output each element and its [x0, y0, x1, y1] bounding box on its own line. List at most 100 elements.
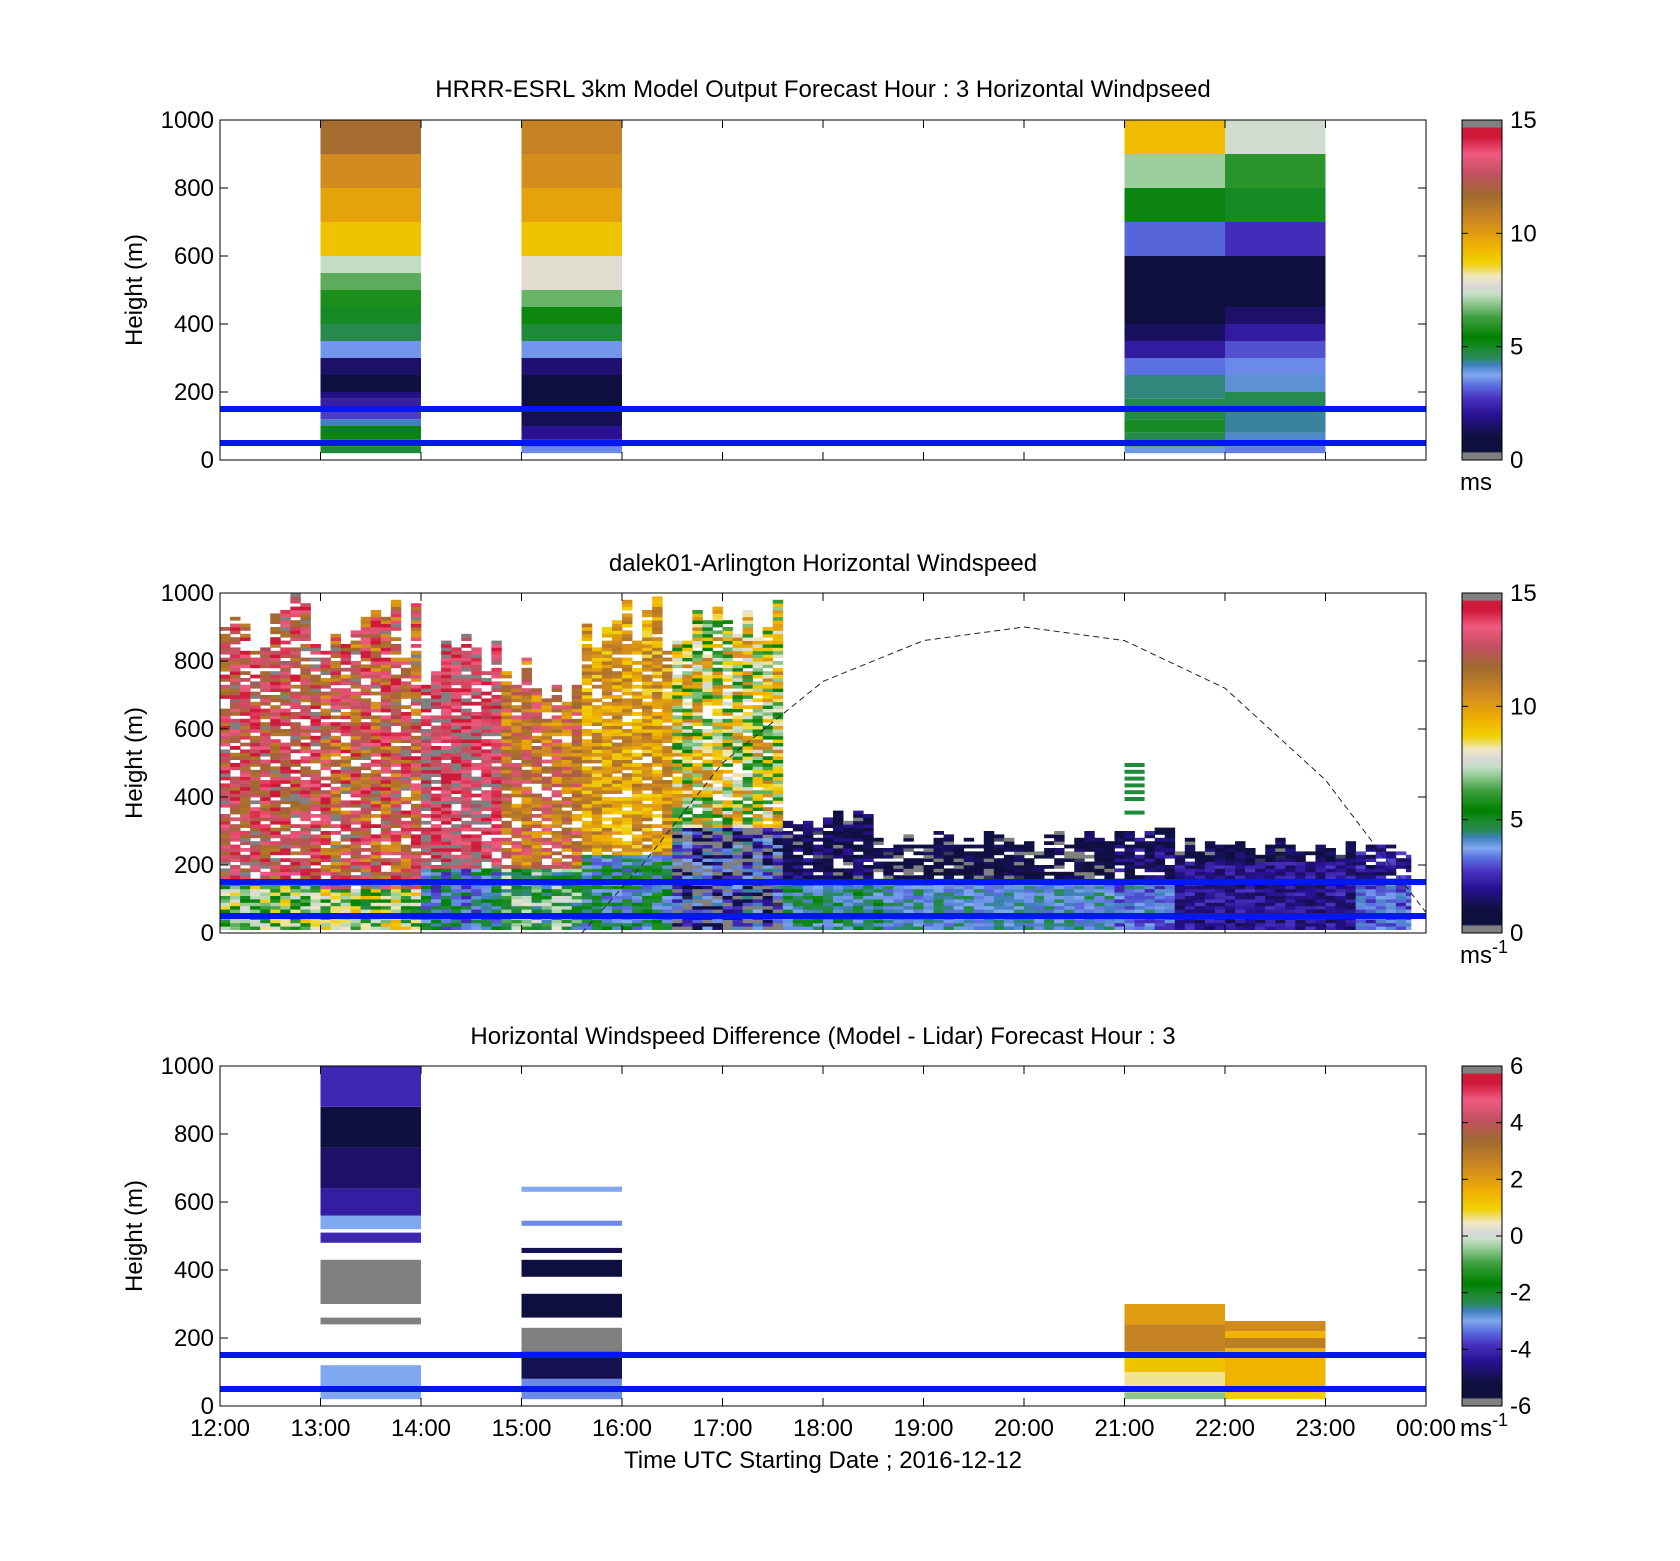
lidar-cell	[410, 701, 422, 706]
lidar-cell	[702, 817, 713, 822]
lidar-cell	[762, 793, 774, 798]
lidar-cell	[712, 759, 723, 764]
lidar-cell	[421, 844, 432, 849]
lidar-cell	[390, 722, 402, 726]
lidar-cell	[591, 868, 603, 873]
lidar-cell	[611, 919, 623, 924]
lidar-cell	[732, 854, 743, 859]
lidar-cell	[732, 831, 743, 835]
lidar-cell	[320, 667, 331, 672]
lidar-cell	[220, 735, 231, 740]
lidar-cell	[330, 800, 341, 805]
lidar-cell	[280, 807, 291, 811]
lidar-cell	[742, 793, 754, 798]
lidar-cell	[601, 667, 613, 672]
lidar-cell	[270, 722, 281, 726]
lidar-cell	[250, 851, 261, 856]
lidar-cell	[752, 885, 764, 890]
lidar-cell	[732, 858, 743, 862]
lidar-cell	[682, 722, 693, 726]
lidar-cell	[772, 759, 784, 764]
lidar-cell	[421, 722, 432, 726]
lidar-cell	[330, 640, 341, 645]
lidar-cell	[752, 861, 764, 866]
lidar-cell	[471, 722, 482, 726]
lidar-cell	[702, 674, 713, 679]
lidar-cell	[591, 735, 603, 740]
lidar-cell	[702, 698, 713, 703]
lidar-cell	[672, 858, 683, 862]
lidar-cell	[290, 620, 301, 624]
lidar-cell	[491, 831, 502, 835]
lidar-cell	[290, 902, 301, 907]
lidar-cell	[461, 875, 472, 879]
lidar-cell	[300, 616, 311, 621]
lidar-cell	[541, 899, 553, 903]
lidar-cell	[632, 763, 643, 767]
lidar-cell	[501, 810, 512, 815]
lidar-cell	[240, 922, 251, 927]
lidar-cell	[350, 868, 362, 873]
lidar-cell	[481, 780, 492, 784]
lidar-cell	[360, 865, 372, 869]
lidar-cell	[702, 759, 713, 764]
lidar-cell	[421, 718, 432, 723]
lidar-cell	[300, 671, 311, 675]
lidar-cell	[461, 712, 472, 716]
lidar-cell	[802, 905, 814, 910]
lidar-cell	[772, 756, 784, 760]
lidar-cell	[431, 746, 442, 750]
heatmap-cell	[320, 307, 421, 324]
lidar-cell	[310, 756, 321, 760]
lidar-cell	[591, 831, 603, 835]
lidar-cell	[853, 909, 864, 913]
lidar-cell	[390, 926, 402, 930]
lidar-cell	[702, 627, 713, 631]
lidar-cell	[551, 780, 563, 784]
lidar-cell	[481, 701, 492, 706]
lidar-cell	[370, 630, 382, 635]
lidar-cell	[953, 909, 965, 913]
lidar-cell	[260, 695, 271, 699]
lidar-cell	[752, 922, 764, 927]
lidar-cell	[220, 851, 231, 856]
y-tick-label: 400	[174, 311, 214, 338]
lidar-cell	[240, 623, 251, 628]
lidar-cell	[662, 858, 673, 862]
lidar-cell	[622, 606, 633, 611]
lidar-cell	[762, 861, 774, 866]
lidar-cell	[732, 807, 743, 811]
lidar-cell	[742, 688, 754, 692]
lidar-cell	[943, 926, 955, 930]
lidar-cell	[400, 684, 412, 689]
lidar-cell	[611, 776, 623, 781]
lidar-cell	[511, 739, 522, 743]
lidar-cell	[853, 854, 864, 859]
lidar-cell	[260, 647, 271, 652]
lidar-cell	[692, 633, 703, 638]
lidar-cell	[893, 848, 904, 852]
lidar-cell	[752, 667, 764, 672]
lidar-cell	[782, 868, 794, 873]
lidar-cell	[682, 909, 693, 913]
lidar-cell	[501, 885, 512, 890]
lidar-cell	[893, 888, 904, 893]
lidar-cell	[742, 678, 754, 682]
lidar-cell	[471, 678, 482, 682]
lidar-cell	[762, 790, 774, 794]
lidar-cell	[772, 780, 784, 784]
lidar-cell	[662, 892, 673, 896]
lidar-cell	[441, 671, 452, 675]
lidar-cell	[903, 909, 914, 913]
lidar-cell	[652, 844, 663, 849]
lidar-cell	[310, 926, 321, 930]
lidar-cell	[601, 807, 613, 811]
lidar-cell	[551, 919, 563, 924]
lidar-cell	[923, 905, 934, 910]
lidar-cell	[752, 705, 764, 709]
lidar-cell	[220, 858, 231, 862]
lidar-cell	[541, 769, 553, 774]
lidar-cell	[461, 661, 472, 665]
lidar-cell	[762, 640, 774, 645]
lidar-cell	[973, 899, 985, 903]
